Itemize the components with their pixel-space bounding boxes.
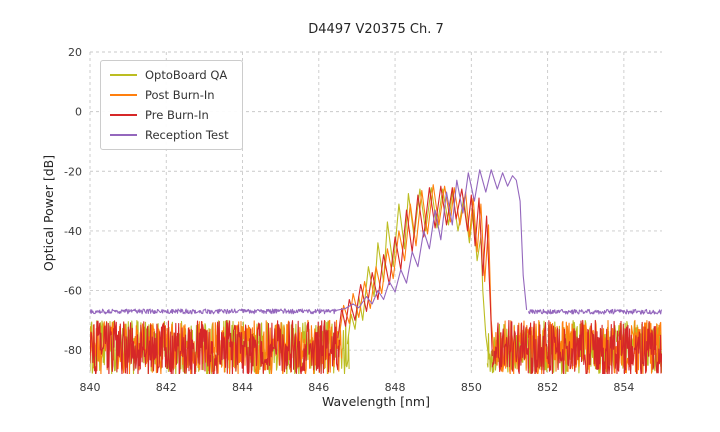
y-tick-label: 20 — [68, 46, 82, 59]
y-tick-label: -60 — [64, 285, 82, 298]
x-tick-label: 854 — [613, 381, 634, 394]
series-group — [90, 169, 662, 374]
x-tick-label: 842 — [156, 381, 177, 394]
x-tick-label: 850 — [461, 381, 482, 394]
series-noise-trace — [491, 319, 662, 374]
series-noise-trace — [90, 319, 340, 374]
x-axis-label: Wavelength [nm] — [322, 394, 430, 409]
x-tick-label: 844 — [232, 381, 253, 394]
x-tick-label: 840 — [80, 381, 101, 394]
series-line — [339, 184, 495, 357]
y-axis-label: Optical Power [dB] — [41, 154, 56, 272]
legend: OptoBoard QA Post Burn-In Pre Burn-In Recep… — [100, 60, 243, 150]
chart-title: D4497 V20375 Ch. 7 — [308, 22, 444, 37]
legend-item: Post Burn-In — [110, 88, 229, 102]
legend-swatch — [110, 134, 137, 136]
legend-item: Reception Test — [110, 128, 229, 142]
series-noise-trace — [90, 308, 337, 315]
x-tick-label: 846 — [308, 381, 329, 394]
legend-swatch — [110, 94, 137, 96]
y-tick-label: -40 — [64, 225, 82, 238]
x-tick-label: 848 — [385, 381, 406, 394]
y-tick-label: -20 — [64, 165, 82, 178]
y-tick-label: -80 — [64, 344, 82, 357]
series-line — [333, 169, 528, 312]
legend-label: Pre Burn-In — [145, 108, 209, 122]
legend-item: OptoBoard QA — [110, 68, 229, 82]
legend-label: OptoBoard QA — [145, 68, 228, 82]
legend-swatch — [110, 114, 137, 116]
x-tick-label: 852 — [537, 381, 558, 394]
legend-item: Pre Burn-In — [110, 108, 229, 122]
y-tick-label: 0 — [75, 106, 82, 119]
legend-label: Post Burn-In — [145, 88, 215, 102]
legend-swatch — [110, 74, 137, 76]
series-noise-trace — [527, 308, 662, 315]
legend-label: Reception Test — [145, 128, 229, 142]
series-line — [346, 187, 490, 357]
series-line — [337, 185, 493, 357]
tick-labels: 840 842 844 846 848 850 852 854 20 0 -20 -40 -60 -80 — [64, 46, 634, 394]
